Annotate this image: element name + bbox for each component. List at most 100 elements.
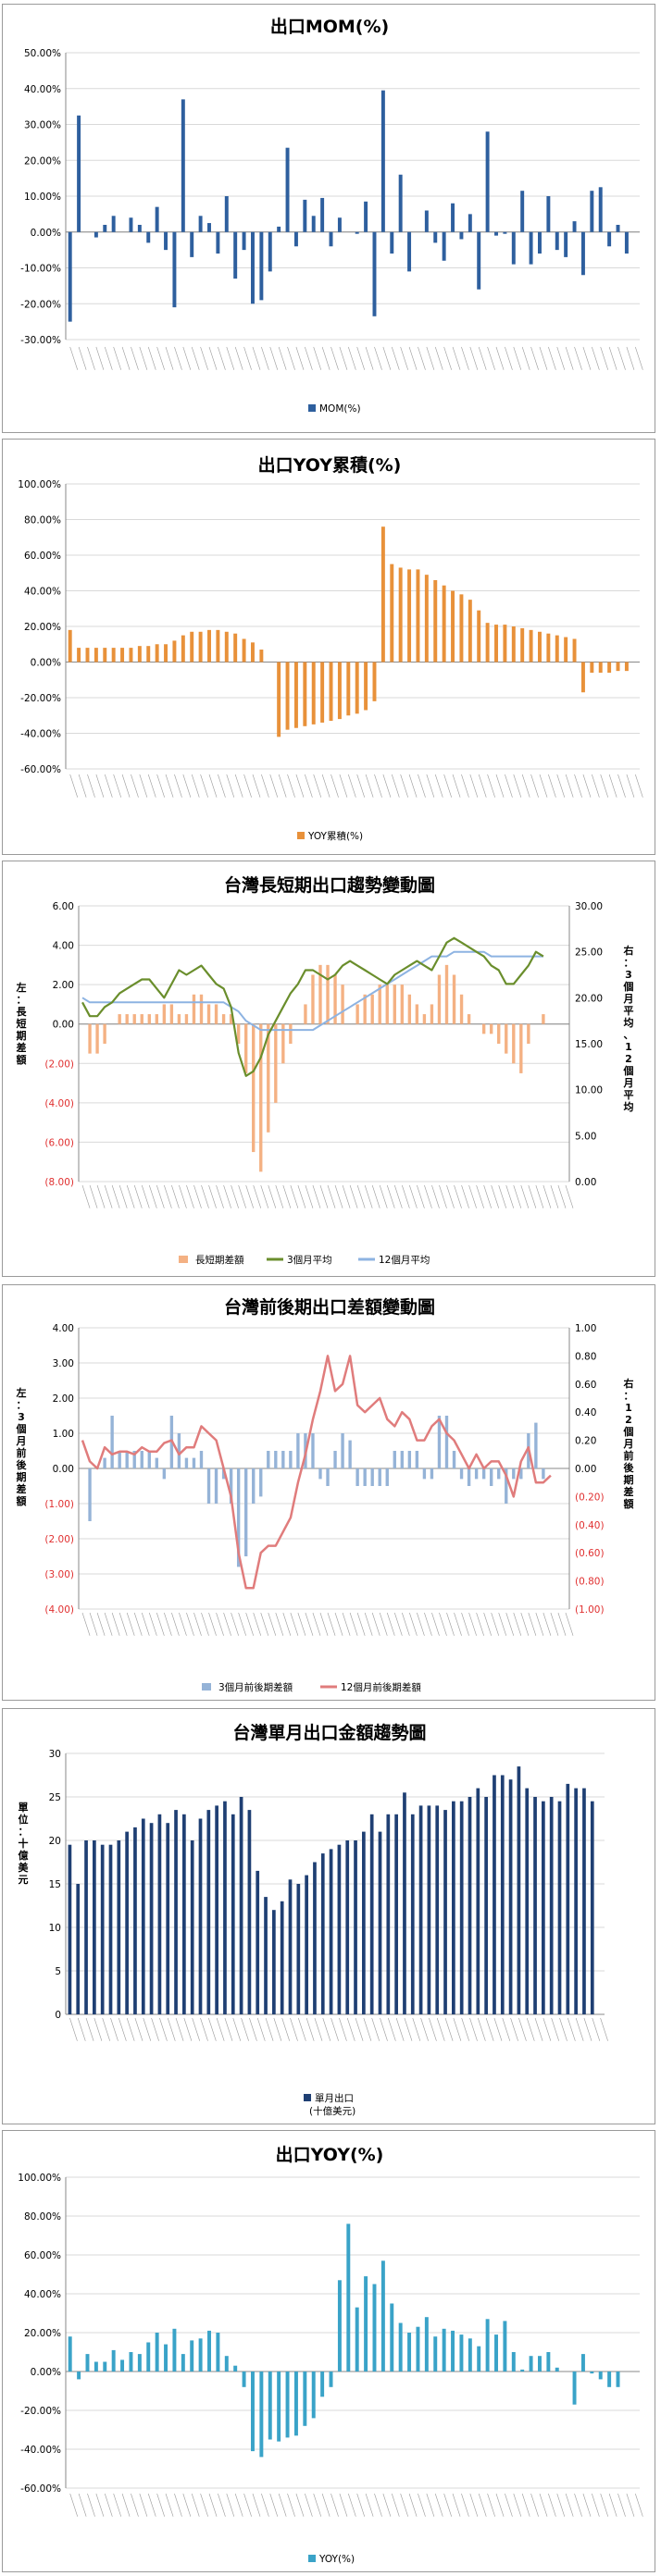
bar (296, 1433, 300, 1468)
x-tick-mark (493, 2017, 503, 2041)
bar (355, 1468, 359, 1486)
right-tick-label: 0.60 (575, 1380, 596, 1391)
bar (259, 650, 264, 663)
x-tick-mark (556, 346, 566, 370)
axis-label-char: ： (624, 957, 634, 969)
bar (320, 662, 325, 723)
x-tick-mark (574, 2493, 582, 2517)
x-tick-mark (149, 1184, 157, 1208)
axis-label-char: 左 (16, 1386, 27, 1399)
right-tick-label: (0.60) (575, 1548, 605, 1559)
x-tick-mark (468, 1612, 477, 1636)
y-tick-label: (2.00) (44, 1059, 74, 1070)
bar (207, 2330, 211, 2372)
x-tick-mark (391, 346, 400, 370)
x-tick-mark (269, 774, 279, 798)
bar (68, 231, 72, 322)
x-tick-mark (269, 2493, 279, 2517)
x-tick-mark (218, 2493, 226, 2517)
x-tick-mark (321, 774, 330, 798)
x-tick-mark (380, 2017, 388, 2041)
chart-panel-trend: 台灣長短期出口趨勢變動圖 (8.00) (6.00) (4.00) (2.00) 0.0… (2, 861, 655, 1277)
bar (155, 1457, 158, 1468)
right-tick-label: 15.00 (575, 1039, 603, 1050)
bar (272, 1910, 276, 2014)
bar (274, 1451, 278, 1468)
y-tick-label: 15 (49, 1879, 61, 1890)
bar (451, 590, 455, 663)
bar (566, 1783, 570, 2014)
axis-label-char: 後 (17, 1458, 28, 1471)
bar (146, 231, 151, 243)
axis-label-char: 差 (17, 1041, 27, 1054)
bar (345, 1840, 350, 2014)
bar (519, 1468, 523, 1480)
bar (442, 585, 446, 663)
bar (233, 231, 238, 279)
y-tick-label: 0.00 (53, 1020, 74, 1031)
legend-swatch (308, 404, 316, 412)
x-tick-mark (111, 1612, 120, 1636)
x-tick-mark (487, 774, 495, 798)
bar (555, 2367, 559, 2372)
bar (267, 1023, 270, 1133)
bar (481, 1468, 486, 1480)
x-tick-mark (417, 1184, 425, 1208)
axis-label-char: ： (17, 1399, 27, 1411)
y-tick-label: -20.00% (20, 299, 61, 310)
axis-label-char: 後 (624, 1461, 635, 1474)
x-tick-mark (201, 1184, 209, 1208)
bar (418, 1805, 423, 2014)
bar (251, 231, 255, 304)
x-tick-mark (454, 1612, 462, 1636)
x-tick-mark (550, 1612, 559, 1636)
bar (490, 1468, 493, 1486)
x-tick-mark (539, 2493, 548, 2517)
bar (363, 994, 367, 1024)
axis-label-char: 單 (19, 1802, 29, 1814)
bar (520, 191, 525, 232)
legend-label: 3個月前後期差額 (218, 1681, 293, 1693)
bar (85, 648, 90, 663)
legend-label: YOY(%) (318, 2554, 355, 2565)
bar (190, 2340, 194, 2372)
x-tick-mark (600, 774, 609, 798)
bar (557, 1801, 562, 2014)
x-tick-mark (121, 774, 131, 798)
x-tick-mark (313, 2493, 322, 2517)
x-tick-mark (208, 346, 218, 370)
bar (125, 1831, 129, 2014)
bar (542, 1468, 545, 1480)
x-tick-mark (186, 1184, 194, 1208)
bar (430, 1004, 434, 1024)
x-tick-mark (476, 1184, 484, 1208)
x-tick-mark (200, 2493, 208, 2517)
x-tick-mark (134, 2017, 143, 2041)
x-tick-mark (371, 1612, 380, 1636)
x-tick-mark (348, 2493, 356, 2517)
bar (333, 974, 337, 1024)
legend-swatch (179, 1256, 188, 1263)
x-tick-mark (431, 1612, 440, 1636)
x-tick-mark (521, 2493, 530, 2517)
x-tick-mark (476, 1612, 484, 1636)
bar (546, 633, 551, 663)
axis-label-char: 1 (625, 1041, 632, 1053)
bar (198, 631, 203, 663)
x-tick-mark (208, 1184, 217, 1208)
bar (146, 646, 151, 663)
x-tick-mark (363, 2017, 372, 2041)
bar (512, 1023, 516, 1064)
x-tick-mark (382, 774, 392, 798)
bar (206, 1468, 211, 1504)
x-tick-mark (346, 2017, 355, 2041)
x-tick-mark (365, 774, 374, 798)
x-tick-mark (520, 1184, 530, 1208)
x-tick-mark (216, 1612, 224, 1636)
bar (277, 226, 281, 232)
bar (485, 131, 490, 232)
x-tick-mark (426, 2493, 435, 2517)
x-tick-mark (412, 2017, 421, 2041)
x-tick-mark (386, 1184, 395, 1208)
bar (155, 644, 159, 663)
